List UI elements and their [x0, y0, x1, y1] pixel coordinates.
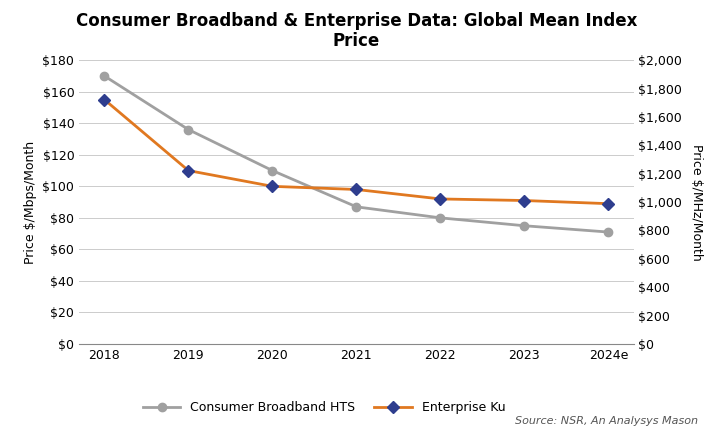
Y-axis label: Price $/Mbps/Month: Price $/Mbps/Month: [24, 141, 37, 264]
Legend: Consumer Broadband HTS, Enterprise Ku: Consumer Broadband HTS, Enterprise Ku: [138, 396, 510, 419]
Enterprise Ku: [352, 187, 361, 192]
Line: Enterprise Ku: Enterprise Ku: [100, 95, 613, 208]
Text: Source: NSR, An Analysys Mason: Source: NSR, An Analysys Mason: [516, 416, 698, 426]
Enterprise Ku: [268, 184, 276, 189]
Y-axis label: Price $/MHz/Month: Price $/MHz/Month: [690, 144, 703, 261]
Title: Consumer Broadband & Enterprise Data: Global Mean Index
Price: Consumer Broadband & Enterprise Data: Gl…: [76, 12, 637, 50]
Consumer Broadband HTS: [352, 204, 361, 209]
Consumer Broadband HTS: [436, 215, 445, 221]
Enterprise Ku: [184, 168, 193, 173]
Enterprise Ku: [520, 198, 528, 203]
Consumer Broadband HTS: [604, 230, 613, 235]
Enterprise Ku: [436, 197, 445, 202]
Enterprise Ku: [100, 97, 109, 102]
Consumer Broadband HTS: [100, 74, 109, 79]
Consumer Broadband HTS: [184, 127, 193, 132]
Enterprise Ku: [604, 201, 613, 206]
Consumer Broadband HTS: [268, 168, 276, 173]
Line: Consumer Broadband HTS: Consumer Broadband HTS: [100, 72, 613, 236]
Consumer Broadband HTS: [520, 223, 528, 228]
